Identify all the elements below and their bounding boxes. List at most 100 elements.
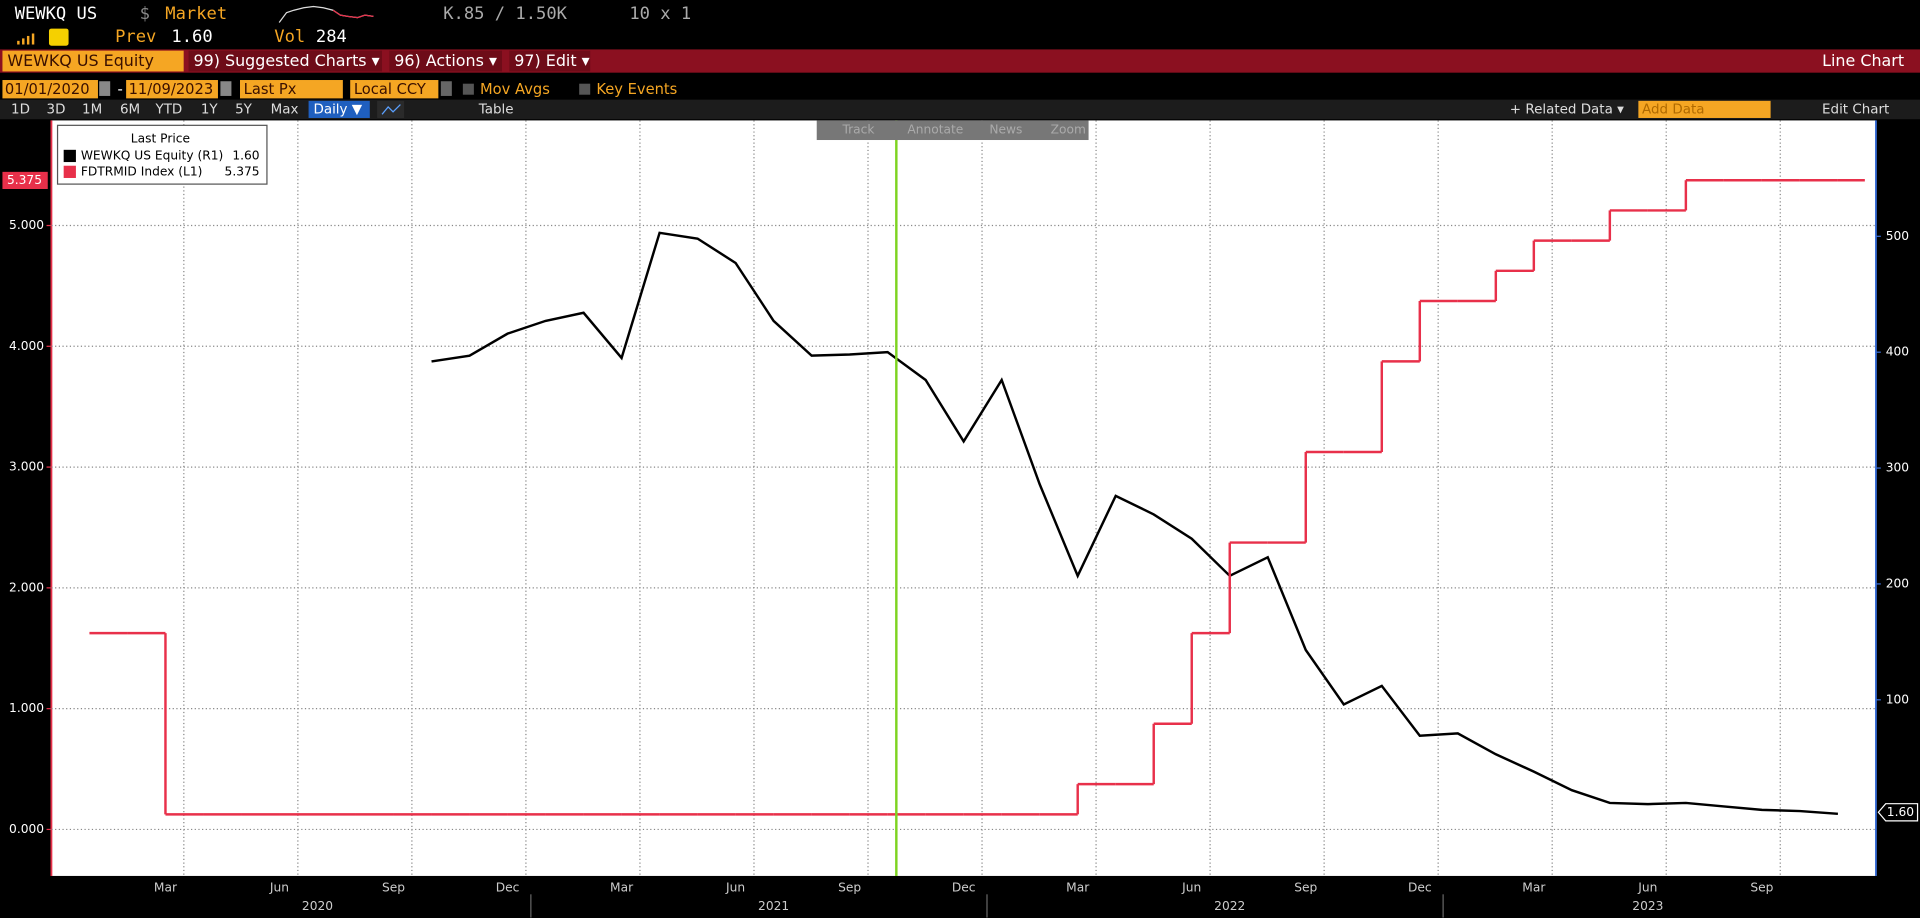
vol: 284 — [316, 27, 347, 47]
legend-value: 1.60 — [232, 148, 259, 162]
calendar-icon[interactable] — [220, 81, 232, 96]
legend-label: WEWKQ US Equity (R1) — [81, 148, 223, 162]
overlay-tool[interactable]: Annotate — [907, 123, 963, 137]
date-dash: - — [118, 81, 123, 98]
calendar-icon[interactable] — [99, 81, 111, 96]
legend-title: Last Price — [131, 131, 190, 145]
period-button[interactable]: 5Y — [235, 102, 253, 117]
period-button[interactable]: 6M — [120, 102, 140, 117]
x-tick-label: Sep — [1750, 881, 1773, 895]
related-data[interactable]: + Related Data ▾ — [1510, 102, 1624, 117]
period-button[interactable]: Max — [271, 102, 299, 117]
y-tick-label: 2.000 — [9, 580, 44, 594]
edit-chart[interactable]: Edit Chart — [1822, 102, 1889, 117]
legend-label: FDTRMID Index (L1) — [81, 164, 203, 178]
x-tick-label: Sep — [1294, 881, 1317, 895]
x-tick-label: Jun — [1637, 881, 1657, 895]
x-tick-label: Mar — [1522, 881, 1546, 895]
overlay-tool[interactable]: News — [989, 123, 1022, 137]
sparkline-tail — [332, 9, 374, 19]
menu-item[interactable]: 99) Suggested Charts ▾ — [193, 51, 379, 70]
menu-button[interactable] — [188, 50, 383, 72]
x-tick-label: Jun — [725, 881, 745, 895]
currency-box[interactable] — [350, 80, 439, 99]
bid-ask: K.85 / 1.50K — [443, 4, 567, 24]
y-tick-label: 5.000 — [9, 218, 44, 232]
period-button[interactable]: YTD — [155, 102, 183, 117]
x-tick-label: Jun — [1181, 881, 1201, 895]
y2-tick-label: 400 — [1886, 345, 1909, 359]
frequency[interactable]: Daily ▼ — [313, 102, 362, 117]
field-box[interactable] — [240, 80, 343, 99]
menu-item[interactable]: 96) Actions ▾ — [394, 51, 497, 70]
exchange-icon — [48, 28, 69, 46]
menu-button[interactable] — [389, 50, 503, 72]
add-data[interactable]: Add Data — [1642, 102, 1704, 117]
add-data-box[interactable] — [1638, 100, 1771, 118]
menu-item[interactable]: 97) Edit ▾ — [514, 51, 589, 70]
start-box[interactable] — [2, 80, 98, 99]
y-tick-label: 0.000 — [9, 822, 44, 836]
ticker: WEWKQ US — [15, 4, 97, 24]
year-label: 2023 — [1632, 899, 1663, 913]
x-tick-label: Jun — [269, 881, 289, 895]
right-last-value: 1.60 — [1887, 805, 1914, 819]
security[interactable]: WEWKQ US Equity — [7, 51, 154, 70]
year-label: 2022 — [1214, 899, 1245, 913]
legend-swatch — [63, 165, 76, 178]
frequency-box[interactable] — [308, 100, 370, 118]
x-tick-label: Dec — [1408, 881, 1432, 895]
y2-tick-label: 100 — [1886, 692, 1909, 706]
market: Market — [165, 4, 227, 24]
start-date[interactable]: 01/01/2020 — [5, 81, 90, 98]
currency-setting[interactable]: Local CCY — [354, 81, 426, 98]
period-button[interactable]: 1D — [11, 102, 30, 117]
signal-icon — [17, 33, 35, 45]
x-tick-label: Sep — [838, 881, 861, 895]
year-label: 2020 — [302, 899, 333, 913]
right-last-tag — [1877, 803, 1919, 822]
checkbox[interactable] — [462, 83, 474, 95]
period-button[interactable]: 1Y — [201, 102, 219, 117]
end-box[interactable] — [126, 80, 218, 99]
year-label: 2021 — [758, 899, 789, 913]
size: 10 x 1 — [629, 4, 691, 24]
legend-box — [56, 124, 268, 185]
series-line — [431, 231, 1838, 816]
end-date[interactable]: 11/09/2023 — [129, 81, 214, 98]
dropdown-icon[interactable] — [440, 81, 452, 96]
y2-tick-label: 300 — [1886, 461, 1909, 475]
security-box[interactable] — [2, 50, 184, 72]
currency: $ — [140, 4, 150, 24]
x-tick-label: Dec — [496, 881, 520, 895]
legend-swatch — [63, 149, 76, 163]
x-tick-label: Mar — [610, 881, 634, 895]
left-last-value: 5.375 — [7, 173, 42, 187]
x-tick-label: Mar — [154, 881, 178, 895]
overlay-toolbar — [816, 120, 1089, 141]
y2-tick-label: 500 — [1886, 229, 1909, 243]
period-button[interactable]: 3D — [47, 102, 66, 117]
plot-area — [51, 120, 1876, 876]
mov-avgs[interactable]: Mov Avgs — [480, 81, 550, 98]
line-icon-glyph — [381, 104, 401, 115]
table-button[interactable]: Table — [478, 102, 514, 117]
key-events[interactable]: Key Events — [596, 81, 677, 98]
chart-kind: Line Chart — [1822, 51, 1904, 70]
x-tick-label: Mar — [1066, 881, 1090, 895]
y-tick-label: 4.000 — [9, 339, 44, 353]
period-button[interactable]: 1M — [82, 102, 102, 117]
overlay-tool[interactable]: Track — [841, 123, 875, 137]
vol-label: Vol — [274, 27, 305, 47]
field[interactable]: Last Px — [244, 81, 297, 98]
toolbar — [0, 99, 1920, 120]
prev: 1.60 — [171, 27, 212, 47]
overlay-tool[interactable]: Zoom — [1051, 123, 1086, 137]
checkbox[interactable] — [579, 83, 591, 95]
header-bg — [0, 0, 1920, 50]
menu-button[interactable] — [509, 50, 591, 72]
left-last-tag — [2, 171, 48, 189]
prev-label: Prev — [115, 27, 156, 47]
